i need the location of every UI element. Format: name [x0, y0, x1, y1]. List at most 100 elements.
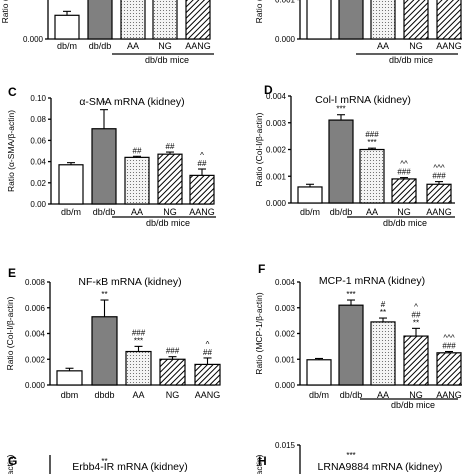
significance-mark: **: [380, 308, 386, 317]
significance-mark: **: [101, 457, 107, 466]
x-tick-label: NG: [409, 390, 423, 400]
panel-letter: F: [258, 262, 265, 276]
bar: [56, 370, 83, 386]
x-tick-label: NG: [409, 41, 423, 51]
significance-mark: *: [102, 100, 105, 109]
y-tick-label: 0.001: [266, 172, 287, 181]
significance-mark: ##: [198, 159, 207, 168]
significance-mark: ###: [442, 342, 456, 351]
significance-mark: ###: [166, 347, 180, 356]
bar: [338, 304, 364, 386]
bar: [125, 350, 152, 386]
x-tick-label: AA: [132, 390, 144, 400]
bar: [159, 358, 186, 386]
panel-c: Cα-SMA mRNA (kidney) Ratio (α-SMA/β-actin…: [6, 85, 216, 228]
significance-mark: ##: [133, 146, 142, 155]
x-tick-label: AA: [127, 41, 139, 51]
group-label: db/db mice: [145, 55, 189, 65]
y-tick-label: 0.00: [30, 200, 46, 209]
bar: [91, 128, 117, 205]
significance-mark: **: [101, 290, 107, 299]
y-tick-label: 0.001: [275, 0, 296, 5]
panel-title: LRNA9884 mRNA (kidney): [318, 461, 443, 473]
y-tick-label: 0.000: [23, 35, 44, 44]
x-tick-label: NG: [158, 41, 172, 51]
significance-mark: ^^^: [443, 334, 455, 343]
panel-h: H LRNA9884 mRNA (kidney) /β-actin) 0.015 ***: [254, 441, 442, 474]
bar: [403, 335, 429, 386]
y-tick-label: 0.015: [275, 441, 296, 450]
panel-title: NF-κB mRNA (kidney): [78, 276, 181, 288]
x-tick-label: db/m: [309, 390, 329, 400]
x-tick-label: db/db: [89, 41, 112, 51]
significance-mark: ##: [166, 142, 175, 151]
significance-mark: ###: [397, 168, 411, 177]
bar: [306, 359, 332, 386]
significance-mark: ##: [203, 348, 212, 357]
y-axis-label: /β-actin): [254, 454, 264, 474]
x-tick-label: AANG: [189, 207, 215, 217]
panel-letter: G: [8, 454, 17, 468]
bar: [391, 178, 417, 204]
y-tick-label: 0.000: [275, 381, 296, 390]
y-tick-label: 0.000: [266, 199, 287, 208]
y-tick-label: 0.04: [30, 158, 46, 167]
y-tick-label: 0.003: [275, 304, 296, 313]
bar: [306, 0, 332, 40]
x-tick-label: db/m: [61, 207, 81, 217]
panel-letter: D: [264, 83, 273, 97]
y-axis-label: Ratio (MCP-1/β-actin): [254, 292, 264, 375]
x-tick-label: AANG: [426, 207, 452, 217]
bar: [436, 352, 462, 386]
panel-g: G Erbb4-IR mRNA (kidney) /β-actin) **: [5, 454, 188, 474]
bar: [297, 186, 323, 204]
y-tick-label: 0.004: [25, 330, 46, 339]
significance-mark: ^^^: [433, 164, 445, 173]
x-tick-label: db/db: [330, 207, 353, 217]
significance-mark: ##: [412, 310, 421, 319]
significance-mark: #: [381, 300, 386, 309]
bar: [403, 0, 429, 40]
significance-mark: ***: [134, 336, 143, 345]
y-tick-label: 0.10: [30, 94, 46, 103]
bar: [370, 321, 396, 386]
x-tick-label: AANG: [436, 390, 462, 400]
panel-letter: C: [8, 85, 17, 99]
bar: [359, 148, 385, 204]
y-tick-label: 0.004: [266, 92, 287, 101]
y-tick-label: 0.02: [30, 179, 46, 188]
x-tick-label: db/db: [93, 207, 116, 217]
y-tick-label: 0.002: [266, 146, 287, 155]
x-tick-label: db/m: [57, 41, 77, 51]
bar: [87, 0, 113, 40]
x-tick-label: AANG: [436, 41, 462, 51]
significance-mark: ^^: [400, 160, 408, 169]
panel-e: E NF-κB mRNA (kidney) Ratio (Col-I/β-actin…: [5, 266, 221, 400]
x-tick-label: dbdb: [94, 390, 114, 400]
bar: [58, 164, 84, 205]
y-tick-label: 0.003: [266, 119, 287, 128]
y-tick-label: 0.08: [30, 115, 46, 124]
y-axis-label: Ratio (α-SMA/β-actin): [6, 110, 16, 192]
y-axis-label: Ratio (S: [0, 0, 10, 23]
x-tick-label: dbm: [61, 390, 79, 400]
bar: [338, 0, 364, 40]
y-tick-label: 0.06: [30, 136, 46, 145]
bar: [370, 0, 396, 40]
x-tick-label: NG: [163, 207, 177, 217]
group-label: db/db mice: [391, 400, 435, 410]
y-tick-label: 0.006: [25, 304, 46, 313]
bar: [426, 183, 452, 204]
y-tick-label: 0.002: [25, 355, 46, 364]
significance-mark: ^: [206, 340, 210, 349]
x-tick-label: AA: [366, 207, 378, 217]
significance-mark: ***: [336, 105, 345, 114]
bar: [54, 14, 80, 40]
significance-mark: **: [413, 318, 419, 327]
bar: [189, 174, 215, 205]
x-tick-label: NG: [166, 390, 180, 400]
y-axis-label: Ratio (S: [254, 0, 264, 23]
significance-mark: ^: [414, 302, 418, 311]
panel-title: Col-I mRNA (kidney): [315, 94, 411, 106]
